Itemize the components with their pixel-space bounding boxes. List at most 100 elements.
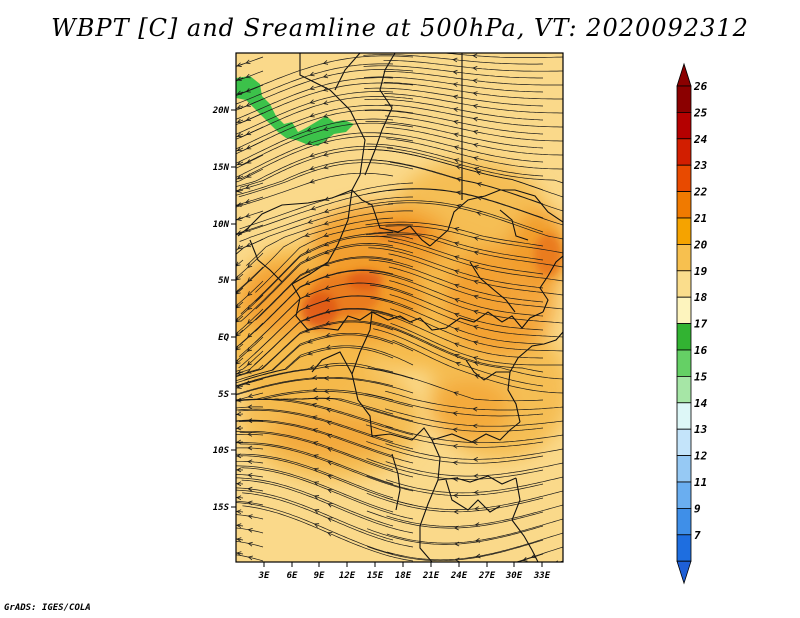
colorbar-segment	[676, 85, 692, 113]
streamline-arrow	[472, 457, 478, 462]
streamline-arrow	[454, 255, 460, 260]
country-border	[334, 53, 361, 91]
streamline-arrow	[246, 159, 252, 164]
colorbar-label: 7	[694, 529, 701, 542]
streamline-arrow	[309, 112, 315, 118]
streamline-arrow	[304, 268, 311, 273]
y-tick-label: 5S	[218, 390, 229, 400]
colorbar-label: 26	[693, 80, 708, 93]
streamline-arrow	[309, 71, 315, 77]
streamline-arrow	[313, 481, 319, 486]
streamline-arrow	[472, 423, 478, 429]
streamline-arrow	[313, 395, 319, 401]
streamline-arrow	[452, 427, 458, 433]
streamline-arrow	[325, 396, 331, 402]
streamline-arrow	[473, 325, 479, 330]
x-tick-label: 33E	[533, 571, 551, 581]
streamline	[236, 343, 244, 351]
streamline-arrow	[454, 312, 460, 318]
country-border	[391, 453, 401, 511]
streamline-arrow	[322, 60, 329, 65]
country-border	[249, 239, 283, 283]
streamline	[236, 118, 394, 164]
colorbar-segment	[676, 323, 692, 351]
streamline-arrow	[246, 346, 253, 352]
streamline-arrow	[473, 361, 480, 366]
streamline	[236, 364, 264, 377]
streamline-arrow	[454, 353, 460, 359]
y-tick-label: 20N	[212, 106, 230, 116]
streamline	[236, 378, 264, 388]
streamline-arrow	[236, 230, 242, 235]
streamline-arrow	[309, 152, 315, 158]
streamline-arrow	[245, 88, 251, 93]
streamline-arrow	[323, 152, 329, 157]
colorbar-label: 24	[693, 133, 708, 146]
streamline-arrow	[453, 227, 460, 232]
streamline	[236, 182, 264, 192]
streamline-arrow	[236, 537, 242, 542]
colorbar-segment	[676, 349, 692, 377]
streamline-arrow	[472, 129, 479, 135]
streamline	[236, 168, 264, 183]
streamline-arrow	[245, 102, 251, 107]
streamline-arrow	[452, 82, 458, 87]
streamline-arrow	[247, 514, 253, 519]
streamline	[236, 357, 244, 365]
streamline-arrow	[324, 196, 330, 202]
country-border	[499, 209, 529, 241]
streamline-arrow	[474, 538, 481, 543]
colorbar-segment	[676, 375, 692, 404]
streamline	[236, 159, 394, 196]
wbpt-green-band	[236, 76, 354, 146]
streamline	[236, 362, 394, 387]
country-border	[431, 421, 521, 443]
streamline-arrow	[311, 375, 318, 381]
streamline-arrow	[236, 481, 242, 487]
x-tick-label: 30E	[505, 571, 523, 581]
colorbar: 26 25 24 23 22 21 20 19 18 17 16 15 14 13 12 11 9 7	[676, 62, 708, 585]
streamline-arrow	[454, 557, 460, 562]
streamline-arrow	[236, 104, 242, 110]
streamline-arrow	[453, 493, 459, 498]
streamline-arrow	[304, 292, 310, 297]
streamline-arrow	[305, 256, 311, 261]
streamline-arrow	[325, 320, 331, 326]
y-tick-label: 10S	[213, 446, 230, 456]
streamline-arrow	[324, 309, 331, 314]
streamline-arrow	[236, 384, 242, 389]
streamline-arrow	[245, 227, 251, 232]
x-axis: 3E 6E 9E 12E 15E 18E 21E 24E 27E 30E 33E	[258, 562, 551, 581]
country-border	[291, 189, 353, 285]
streamline-arrow	[247, 528, 253, 533]
streamline-arrow	[247, 418, 253, 423]
streamline-arrow	[475, 553, 481, 559]
colorbar-label: 22	[693, 186, 708, 199]
streamline-arrow	[324, 249, 330, 255]
streamline-arrow	[309, 364, 315, 370]
streamline-arrow	[313, 467, 319, 473]
streamline-arrow	[472, 356, 479, 361]
streamline-arrow	[307, 219, 313, 224]
streamline-arrow	[324, 261, 330, 267]
streamline-arrow	[454, 327, 460, 332]
streamline-arrow	[326, 420, 332, 426]
streamline-arrow	[247, 459, 253, 465]
map-plot-area	[236, 53, 563, 562]
map-frame	[235, 52, 564, 563]
streamline-arrow	[236, 370, 242, 375]
streamline-arrow	[472, 78, 478, 84]
streamline-arrow	[244, 184, 251, 190]
streamline-arrow	[323, 164, 329, 170]
colorbar-label: 23	[693, 159, 708, 172]
streamline-arrow	[236, 453, 242, 459]
streamline-arrow	[236, 76, 242, 81]
streamline-arrow	[455, 165, 461, 170]
streamline-arrow	[236, 397, 242, 403]
colorbar-label: 15	[694, 370, 708, 383]
streamline-arrow	[313, 523, 320, 528]
colorbar-label: 20	[693, 238, 708, 251]
streamline-arrow	[246, 360, 252, 366]
colorbar-segment	[676, 164, 692, 192]
